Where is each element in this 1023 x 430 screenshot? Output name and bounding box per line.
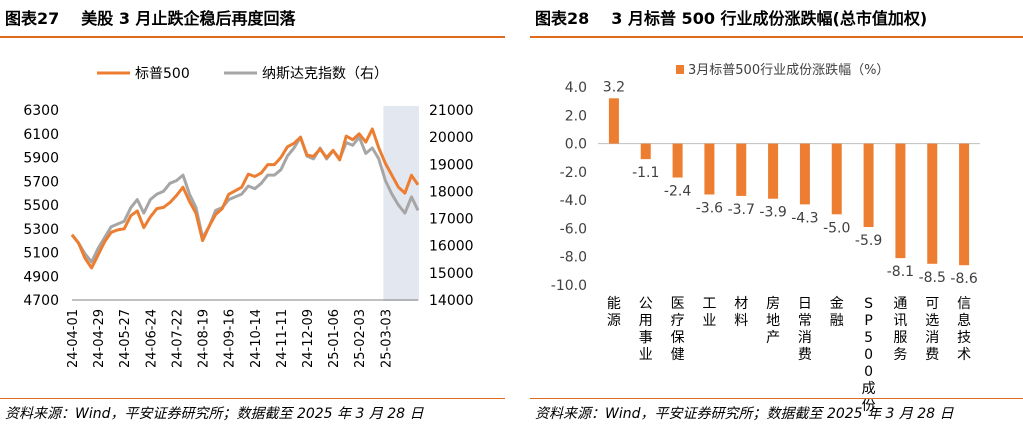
right-axis-tick: 20000 xyxy=(429,130,474,146)
x-axis-tick: 24-10-14 xyxy=(249,309,264,368)
y-axis-tick: 0.0 xyxy=(565,137,587,153)
bar xyxy=(768,143,779,199)
left-axis-tick: 5300 xyxy=(23,222,59,238)
bar xyxy=(863,143,874,228)
left-title-text: 美股 3 月止跌企稳后再度回落 xyxy=(81,9,296,28)
left-axis-tick: 5900 xyxy=(23,151,59,167)
left-axis-tick: 4900 xyxy=(23,269,59,285)
bar xyxy=(959,143,970,266)
legend-swatch-bar xyxy=(676,65,684,74)
bar xyxy=(704,143,715,195)
category-label: 材料 xyxy=(734,296,748,329)
y-axis-tick: 2.0 xyxy=(565,108,587,124)
left-figure-label: 图表27 xyxy=(5,9,60,28)
line-chart: 标普500 纳斯达克指数（右） 6300 6100 5900 5700 5500 5300 51… xyxy=(23,66,474,368)
category-label: 能源 xyxy=(607,296,621,329)
bar-value-label: -3.6 xyxy=(696,200,723,216)
x-axis-tick: 24-07-22 xyxy=(170,309,185,368)
right-axis-tick: 18000 xyxy=(429,184,474,200)
y-axis-tick: -6.0 xyxy=(560,221,587,237)
category-label: 工业 xyxy=(702,296,716,329)
right-axis-tick: 17000 xyxy=(429,212,474,228)
bar-value-label: -8.1 xyxy=(887,264,914,280)
category-label: 信息技术 xyxy=(957,296,971,363)
bar-value-label: 3.2 xyxy=(603,79,625,95)
right-axis-tick: 14000 xyxy=(429,293,474,309)
x-axis-tick: 25-03-03 xyxy=(379,309,394,368)
x-axis-tick: 25-02-03 xyxy=(353,309,368,368)
right-source: 资料来源：Wind，平安证券研究所；数据截至 2025 年 3 月 28 日 xyxy=(535,406,954,422)
series-line-nasdaq xyxy=(70,135,420,264)
x-axis-tick: 24-06-24 xyxy=(144,309,159,368)
left-axis-tick: 5100 xyxy=(23,246,59,262)
category-label: 可选消费 xyxy=(925,296,939,363)
legend-label-bar: 3月标普500行业成份涨跌幅（%） xyxy=(688,62,889,78)
x-axis-tick: 24-04-29 xyxy=(92,309,107,368)
category-label: 日常消费 xyxy=(798,296,812,363)
bar xyxy=(608,98,619,144)
bar-value-label: -8.5 xyxy=(919,270,946,286)
category-label: S P 5 0 0 成份 xyxy=(862,296,876,414)
right-axis-tick: 16000 xyxy=(429,239,474,255)
left-panel: 图表27 美股 3 月止跌企稳后再度回落 标普500 纳斯达克指数（右） 6300 61… xyxy=(0,0,505,430)
left-source-rule xyxy=(0,398,505,399)
y-axis-tick: -8.0 xyxy=(560,250,587,266)
category-label: 房地产 xyxy=(766,296,780,346)
y-axis-tick: -2.0 xyxy=(560,165,587,181)
x-axis-tick: 25-01-06 xyxy=(327,309,342,368)
left-source: 资料来源：Wind，平安证券研究所；数据截至 2025 年 3 月 28 日 xyxy=(5,406,424,422)
y-axis-tick: -4.0 xyxy=(560,193,587,209)
right-title: 图表28 3 月标普 500 行业成份涨跌幅(总市值加权) xyxy=(535,4,927,34)
bar xyxy=(831,143,842,215)
category-label: 金融 xyxy=(830,296,844,329)
bar xyxy=(927,143,938,264)
right-title-rule xyxy=(530,36,1023,38)
right-figure-label: 图表28 xyxy=(535,9,590,28)
bar-value-label: -8.6 xyxy=(950,271,977,287)
x-axis-tick: 24-05-27 xyxy=(118,309,133,368)
left-title-rule xyxy=(0,36,505,38)
bar-value-label: -3.9 xyxy=(759,205,786,221)
x-axis-tick: 24-04-01 xyxy=(66,309,81,368)
category-label: 医疗保健 xyxy=(671,296,685,363)
bar-value-label: -5.0 xyxy=(823,220,850,236)
category-label: 公用事业 xyxy=(639,296,653,363)
bar-value-label: -5.9 xyxy=(855,233,882,249)
y-axis-tick: 4.0 xyxy=(565,80,587,96)
right-axis-tick: 15000 xyxy=(429,266,474,282)
legend-label-sp500: 标普500 xyxy=(135,66,190,82)
left-axis-tick: 5700 xyxy=(23,174,59,190)
y-axis-tick: -10.0 xyxy=(551,278,587,294)
right-axis-tick: 19000 xyxy=(429,157,474,173)
category-label: 通讯服务 xyxy=(893,296,907,363)
right-title-text: 3 月标普 500 行业成份涨跌幅(总市值加权) xyxy=(611,9,928,28)
bar-value-label: -4.3 xyxy=(791,210,818,226)
bar xyxy=(640,143,651,160)
series-line-sp500 xyxy=(70,127,420,270)
right-axis-tick: 21000 xyxy=(429,103,474,119)
left-axis-tick: 6300 xyxy=(23,103,59,119)
bar xyxy=(672,143,683,178)
left-title: 图表27 美股 3 月止跌企稳后再度回落 xyxy=(5,4,296,34)
x-axis-tick: 24-12-09 xyxy=(301,309,316,368)
x-axis-tick: 24-08-19 xyxy=(197,309,212,368)
left-axis-tick: 6100 xyxy=(23,127,59,143)
bar-value-label: -2.4 xyxy=(664,184,691,200)
x-axis-tick: 24-11-11 xyxy=(275,309,290,368)
bar xyxy=(895,143,906,259)
bar-chart: 3月标普500行业成份涨跌幅（%） 4.0 2.0 0.0 -2.0 -4.0 -6.0 -8… xyxy=(551,62,980,414)
left-axis-tick: 5500 xyxy=(23,198,59,214)
bar xyxy=(736,143,747,196)
bar-value-label: -3.7 xyxy=(728,202,755,218)
bar xyxy=(799,143,810,205)
left-axis-tick: 4700 xyxy=(23,293,59,309)
right-panel: 图表28 3 月标普 500 行业成份涨跌幅(总市值加权) 3月标普500行业成份… xyxy=(530,0,1023,430)
bar-value-label: -1.1 xyxy=(632,165,659,181)
x-axis-tick: 24-09-16 xyxy=(223,309,238,368)
legend-label-nasdaq: 纳斯达克指数（右） xyxy=(262,66,388,82)
right-source-rule xyxy=(530,398,1023,399)
